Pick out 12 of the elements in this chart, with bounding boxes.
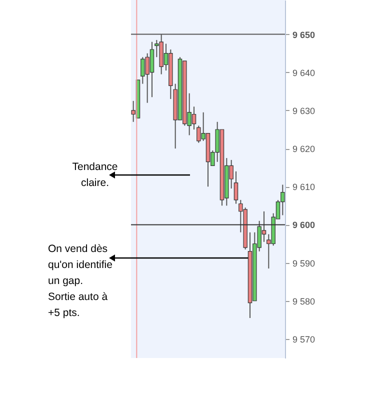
y-tick-label: 9 630 (292, 106, 316, 116)
y-tick-label: 9 610 (292, 182, 316, 192)
y-tick-label: 9 580 (292, 296, 316, 306)
y-tick-label: 9 570 (292, 334, 316, 344)
candlestick (234, 170, 238, 204)
text: Tendance claire. (72, 161, 118, 189)
y-tick-label: 9 590 (292, 258, 316, 268)
y-tick-label: 9 600 (292, 220, 316, 230)
y-tick-label: 9 620 (292, 144, 316, 154)
text: On vend dès qu'on identifie un gap. Sortie auto à +5 pts. (48, 243, 113, 319)
y-tick-label: 9 640 (292, 68, 316, 78)
y-tick-label: 9 650 (292, 30, 316, 40)
